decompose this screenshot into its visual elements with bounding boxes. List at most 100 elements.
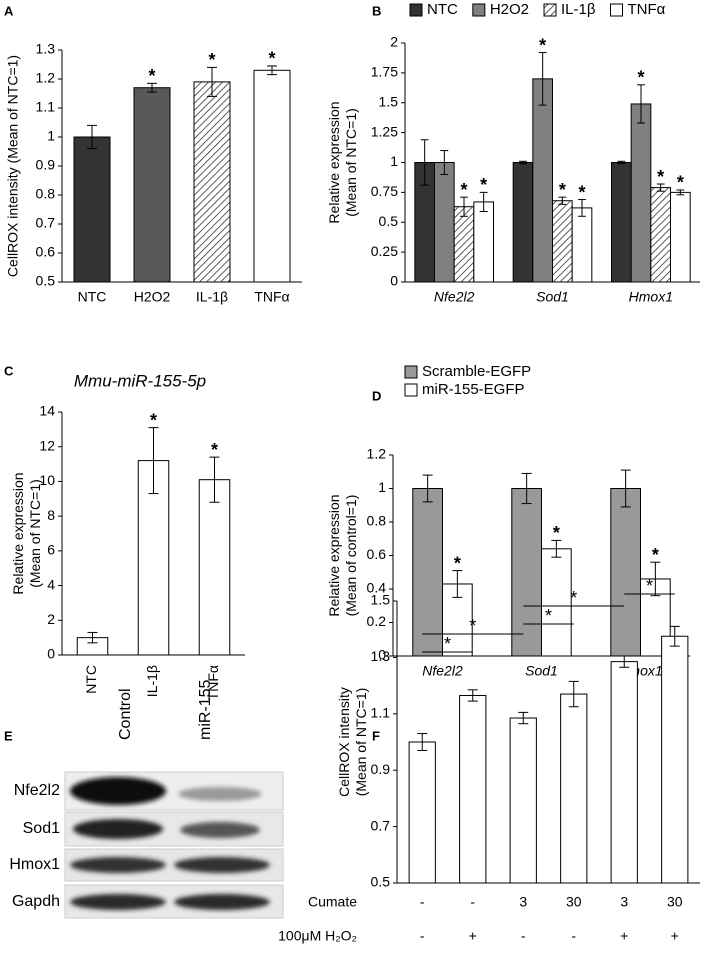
y-tick-label: 0.9 xyxy=(36,157,56,173)
y-tick-label: 0 xyxy=(378,647,386,663)
blot-column-label: Control xyxy=(117,688,134,740)
significance-label: * xyxy=(545,606,552,626)
significance-label: * xyxy=(268,49,275,69)
y-tick-label: 0.4 xyxy=(367,580,387,596)
legend-label: TNFα xyxy=(628,1,666,18)
y-tick-label: 14 xyxy=(39,403,55,419)
panel-label: E xyxy=(4,728,13,743)
error-bar xyxy=(551,539,562,558)
x-tick-label: NTC xyxy=(83,665,99,694)
error-bar xyxy=(417,733,428,751)
bar xyxy=(509,717,537,884)
significance-label: * xyxy=(539,35,546,55)
y-axis-label: (Mean of control=1) xyxy=(343,495,359,617)
bar xyxy=(571,207,593,283)
legend-swatch xyxy=(404,383,418,397)
significance-label: * xyxy=(559,180,566,200)
y-tick-label: 1.3 xyxy=(371,648,391,664)
bar xyxy=(650,187,671,283)
y-tick-label: 12 xyxy=(39,437,55,453)
y-tick-label: 8 xyxy=(47,507,55,523)
bar xyxy=(541,548,572,657)
y-axis-label: (Mean of NTC=1) xyxy=(343,108,359,217)
y-axis-label: Relative expression xyxy=(326,101,342,223)
bar xyxy=(532,78,553,283)
chart-title: Mmu-miR-155-5p xyxy=(74,371,206,390)
error-bar xyxy=(87,124,97,150)
y-tick-label: 0 xyxy=(390,273,398,289)
table-cell: - xyxy=(521,928,526,944)
legend-label: NTC xyxy=(427,1,458,18)
y-tick-label: 1.3 xyxy=(36,41,56,57)
significance-label: * xyxy=(553,523,560,543)
y-tick-label: 0.9 xyxy=(371,761,391,777)
y-tick-label: 1.1 xyxy=(36,99,56,115)
panel-label: A xyxy=(4,3,14,18)
error-bar xyxy=(558,196,567,205)
bar xyxy=(434,162,455,283)
bar xyxy=(630,103,652,283)
y-tick-label: 1.1 xyxy=(371,705,391,721)
bar xyxy=(73,136,111,283)
x-tick-label: Sod1 xyxy=(525,663,558,679)
error-bar xyxy=(467,689,478,702)
significance-label: * xyxy=(148,66,155,86)
y-tick-label: 2 xyxy=(390,34,398,50)
error-bar xyxy=(267,65,277,76)
significance-label: * xyxy=(208,50,215,70)
error-bar xyxy=(519,160,527,165)
bar xyxy=(193,81,231,283)
table-row-label: Cumate xyxy=(308,894,357,910)
bar xyxy=(511,488,542,657)
x-tick-label: Sod1 xyxy=(536,289,569,305)
y-tick-label: 1.2 xyxy=(367,446,387,462)
table-cell: 3 xyxy=(519,894,527,910)
significance-label: * xyxy=(454,553,461,573)
blot-row-label: Nfe2l2 xyxy=(14,782,60,799)
panel-label: C xyxy=(4,363,14,378)
error-bar xyxy=(637,84,645,124)
table-cell: + xyxy=(469,928,477,944)
y-tick-label: 6 xyxy=(47,542,55,558)
error-bar xyxy=(422,474,433,503)
table-cell: 3 xyxy=(620,894,628,910)
y-tick-label: 0.7 xyxy=(36,215,56,231)
y-axis-label: CellROX intensity (Mean of NTC=1) xyxy=(5,55,21,277)
bar xyxy=(408,741,436,884)
significance-label: * xyxy=(578,182,585,202)
bar xyxy=(512,162,534,283)
y-tick-label: 0.5 xyxy=(379,213,399,229)
legend-label: H2O2 xyxy=(490,1,529,18)
significance-label: * xyxy=(637,68,644,88)
y-tick-label: 10 xyxy=(39,472,55,488)
y-tick-label: 1.2 xyxy=(36,70,56,86)
y-tick-label: 1.25 xyxy=(371,123,398,139)
significance-label: * xyxy=(469,616,476,636)
error-bar xyxy=(420,139,429,186)
y-tick-label: 0.7 xyxy=(371,817,391,833)
significance-label: * xyxy=(677,173,684,193)
y-tick-label: 0.8 xyxy=(367,513,387,529)
y-tick-label: 0.2 xyxy=(367,613,387,629)
bar xyxy=(473,201,495,283)
significance-label: * xyxy=(150,410,157,430)
bar xyxy=(133,87,171,283)
y-tick-label: 1 xyxy=(47,128,55,144)
error-bar xyxy=(669,625,680,647)
x-tick-label: H2O2 xyxy=(134,289,171,305)
x-tick-label: IL-1β xyxy=(196,289,228,305)
error-bar xyxy=(620,469,631,508)
y-tick-label: 0.5 xyxy=(371,874,391,890)
bar xyxy=(661,635,689,884)
legend-label: miR-155-EGFP xyxy=(422,381,525,398)
error-bar xyxy=(568,680,579,708)
x-tick-label: TNFα xyxy=(254,289,289,305)
table-cell: 30 xyxy=(566,894,582,910)
bar xyxy=(611,162,632,283)
legend-swatch xyxy=(610,3,623,17)
bar xyxy=(198,479,231,656)
legend-label: Scramble-EGFP xyxy=(422,363,531,380)
bar xyxy=(610,488,641,657)
error-bar xyxy=(460,196,468,217)
